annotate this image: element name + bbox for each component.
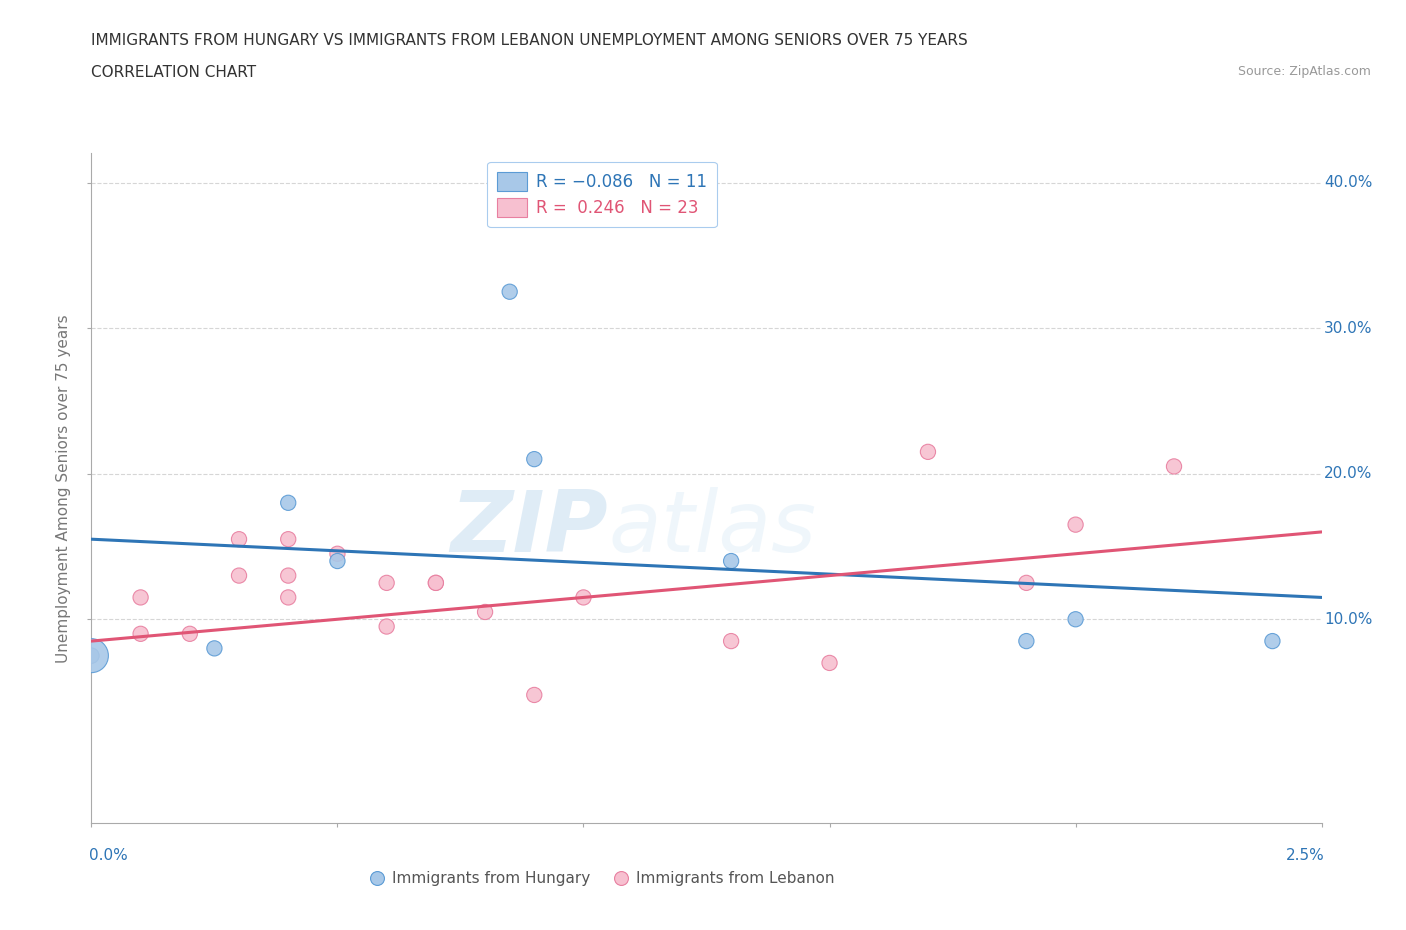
Y-axis label: Unemployment Among Seniors over 75 years: Unemployment Among Seniors over 75 years — [56, 314, 72, 662]
Point — [129, 627, 152, 642]
Text: atlas: atlas — [607, 487, 815, 570]
Point — [375, 576, 398, 591]
Text: 2.5%: 2.5% — [1285, 848, 1324, 863]
Point — [1064, 517, 1087, 532]
Point — [228, 532, 250, 547]
Point — [572, 590, 595, 604]
Point — [720, 633, 742, 648]
Point — [523, 452, 546, 467]
Point — [277, 496, 299, 511]
Point — [425, 576, 447, 591]
Point — [425, 576, 447, 591]
Text: Source: ZipAtlas.com: Source: ZipAtlas.com — [1237, 65, 1371, 78]
Text: 0.0%: 0.0% — [89, 848, 128, 863]
Point — [202, 641, 225, 656]
Point — [80, 648, 103, 663]
Point — [80, 648, 103, 663]
Point — [1163, 459, 1185, 474]
Text: 40.0%: 40.0% — [1324, 175, 1372, 190]
Point — [277, 568, 299, 583]
Point — [818, 656, 841, 671]
Point — [498, 285, 520, 299]
Point — [523, 687, 546, 702]
Point — [179, 627, 201, 642]
Text: 10.0%: 10.0% — [1324, 612, 1372, 627]
Text: IMMIGRANTS FROM HUNGARY VS IMMIGRANTS FROM LEBANON UNEMPLOYMENT AMONG SENIORS OV: IMMIGRANTS FROM HUNGARY VS IMMIGRANTS FR… — [91, 33, 969, 47]
Point — [720, 553, 742, 568]
Point — [474, 604, 496, 619]
Point — [129, 590, 152, 604]
Point — [277, 590, 299, 604]
Point — [375, 619, 398, 634]
Point — [326, 546, 349, 561]
Text: ZIP: ZIP — [450, 487, 607, 570]
Point — [80, 648, 103, 663]
Text: 20.0%: 20.0% — [1324, 466, 1372, 481]
Legend: Immigrants from Hungary, Immigrants from Lebanon: Immigrants from Hungary, Immigrants from… — [363, 865, 841, 893]
Point — [326, 553, 349, 568]
Point — [1064, 612, 1087, 627]
Point — [1015, 576, 1038, 591]
Text: CORRELATION CHART: CORRELATION CHART — [91, 65, 256, 80]
Point — [228, 568, 250, 583]
Point — [1015, 633, 1038, 648]
Point — [917, 445, 939, 459]
Text: 30.0%: 30.0% — [1324, 321, 1372, 336]
Point — [277, 532, 299, 547]
Point — [1261, 633, 1284, 648]
